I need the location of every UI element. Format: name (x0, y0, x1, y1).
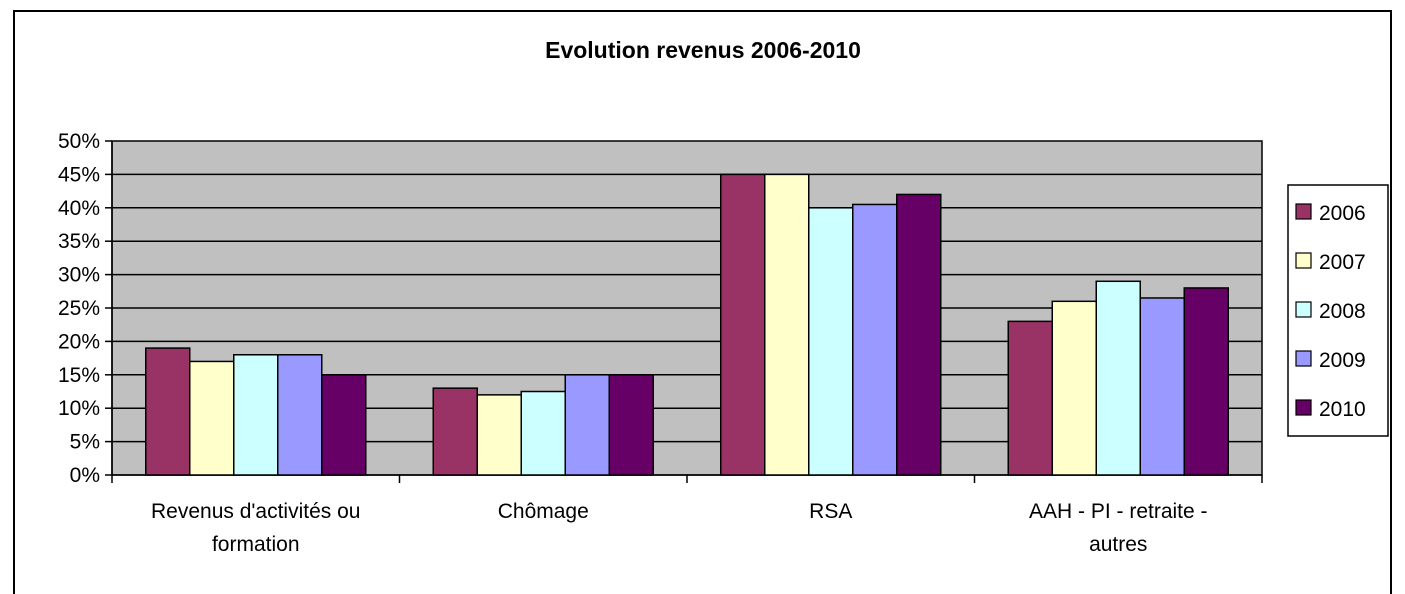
x-category-label: autres (1089, 533, 1147, 556)
bar-2007-4 (1051, 300, 1097, 476)
legend-swatch-2008 (1295, 301, 1312, 318)
chart-area-border (13, 10, 1392, 594)
bar-2007-2 (476, 394, 522, 476)
chart-title: Evolution revenus 2006-2010 (545, 37, 861, 63)
bar-2006-3 (720, 173, 766, 476)
y-tick-label: 45% (58, 163, 100, 186)
legend-label-2008: 2008 (1319, 300, 1366, 323)
bar-2006-1 (145, 347, 191, 476)
bar-2010-1 (321, 374, 367, 476)
bar-2007-1 (189, 360, 235, 476)
legend-swatch-2007 (1295, 252, 1312, 269)
y-tick-label: 15% (58, 364, 100, 387)
bar-2006-2 (432, 387, 478, 476)
y-tick-label: 5% (70, 431, 100, 454)
bar-2008-3 (808, 207, 854, 476)
y-tick-label: 50% (58, 130, 100, 153)
bar-2008-4 (1095, 280, 1141, 476)
x-category-label: formation (212, 533, 300, 556)
legend-swatch-2010 (1295, 399, 1312, 416)
bar-2010-2 (608, 374, 654, 476)
y-tick-label: 25% (58, 297, 100, 320)
legend-swatch-2009 (1295, 350, 1312, 367)
legend-swatch-2006 (1295, 203, 1312, 220)
bar-2008-1 (233, 354, 279, 476)
y-tick-label: 40% (58, 197, 100, 220)
x-category-label: AAH - PI - retraite - (1029, 500, 1208, 523)
bar-2010-3 (896, 193, 942, 476)
y-tick-label: 30% (58, 264, 100, 287)
legend-label-2009: 2009 (1319, 349, 1366, 372)
bar-2009-4 (1139, 297, 1185, 476)
plot-area: 0% 5% 10% 15% 20% 25% 30% 35% 40% 45% 50% Revenus d… (58, 130, 1263, 556)
legend-label-2006: 2006 (1319, 202, 1366, 225)
y-tick-label: 20% (58, 330, 100, 353)
bar-2009-3 (852, 203, 898, 476)
bar-2006-4 (1007, 320, 1053, 476)
legend-label-2010: 2010 (1319, 398, 1366, 421)
y-tick-label: 0% (70, 464, 100, 487)
x-category-label: RSA (809, 500, 852, 523)
x-category-label: Revenus d'activités ou (151, 500, 360, 523)
legend-label-2007: 2007 (1319, 251, 1366, 274)
bar-2009-1 (277, 354, 323, 476)
bar-2009-2 (564, 374, 610, 476)
bar-2008-2 (520, 390, 566, 476)
legend: 2006 2007 2008 2009 2010 (1287, 184, 1389, 437)
bar-2007-3 (764, 173, 810, 476)
y-tick-label: 35% (58, 230, 100, 253)
x-category-label: Chômage (498, 500, 589, 523)
y-tick-label: 10% (58, 397, 100, 420)
bar-2010-4 (1183, 287, 1229, 476)
